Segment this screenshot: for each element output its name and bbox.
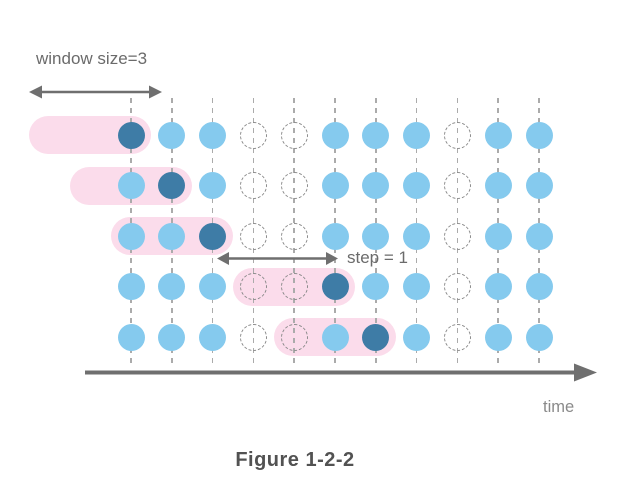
step-label: step = 1 xyxy=(347,248,408,267)
masked-timestep-circle xyxy=(239,222,267,250)
timestep-circle xyxy=(362,222,390,250)
masked-timestep-circle xyxy=(280,323,308,351)
masked-timestep-circle xyxy=(280,121,308,149)
timestep-circle xyxy=(321,172,349,199)
current-timestep-circle xyxy=(117,121,145,149)
timestep-circle xyxy=(484,222,512,250)
masked-timestep-circle xyxy=(280,273,308,300)
current-timestep-circle xyxy=(199,222,227,250)
timestep-circle xyxy=(403,172,431,199)
timestep-circle xyxy=(484,172,512,199)
timestep-circle xyxy=(403,323,431,351)
masked-timestep-circle xyxy=(443,172,471,199)
timestep-circle xyxy=(158,222,186,250)
timestep-circle xyxy=(158,121,186,149)
figure-caption: Figure 1-2-2 xyxy=(235,449,355,471)
timestep-circle xyxy=(158,273,186,300)
masked-timestep-circle xyxy=(280,222,308,250)
timestep-circle xyxy=(525,121,553,149)
current-timestep-circle xyxy=(362,323,390,351)
timestep-circle xyxy=(403,273,431,300)
timestep-circle xyxy=(117,222,145,250)
timestep-circle xyxy=(403,121,431,149)
masked-timestep-circle xyxy=(443,222,471,250)
masked-timestep-circle xyxy=(239,323,267,351)
masked-timestep-circle xyxy=(443,121,471,149)
masked-timestep-circle xyxy=(239,273,267,300)
timestep-circle xyxy=(525,323,553,351)
timestep-circle xyxy=(403,222,431,250)
timestep-circle xyxy=(117,273,145,300)
timestep-circle xyxy=(484,121,512,149)
timestep-circle xyxy=(525,222,553,250)
window-size-label: window size=3 xyxy=(36,49,148,68)
window-size-arrow xyxy=(29,85,162,99)
current-timestep-circle xyxy=(321,273,349,300)
timestep-circle xyxy=(199,323,227,351)
timestep-circle xyxy=(321,121,349,149)
timestep-circle xyxy=(362,121,390,149)
timestep-circle xyxy=(362,273,390,300)
timestep-circle xyxy=(525,273,553,300)
masked-timestep-circle xyxy=(239,121,267,149)
timestep-circle xyxy=(199,172,227,199)
timestep-circle xyxy=(158,323,186,351)
timestep-circle xyxy=(321,323,349,351)
time-axis-label: time xyxy=(543,398,575,416)
masked-timestep-circle xyxy=(443,323,471,351)
timestep-circle xyxy=(117,323,145,351)
timestep-circle xyxy=(484,273,512,300)
timestep-circle xyxy=(199,121,227,149)
timestep-circle xyxy=(117,172,145,199)
masked-timestep-circle xyxy=(443,273,471,300)
timestep-circle xyxy=(484,323,512,351)
timestep-circle xyxy=(525,172,553,199)
timestep-circle xyxy=(321,222,349,250)
current-timestep-circle xyxy=(158,172,186,199)
masked-timestep-circle xyxy=(239,172,267,199)
masked-timestep-circle xyxy=(280,172,308,199)
step-arrow xyxy=(217,252,338,265)
timestep-circle xyxy=(199,273,227,300)
timestep-circle xyxy=(362,172,390,199)
time-axis-arrow xyxy=(85,363,597,382)
